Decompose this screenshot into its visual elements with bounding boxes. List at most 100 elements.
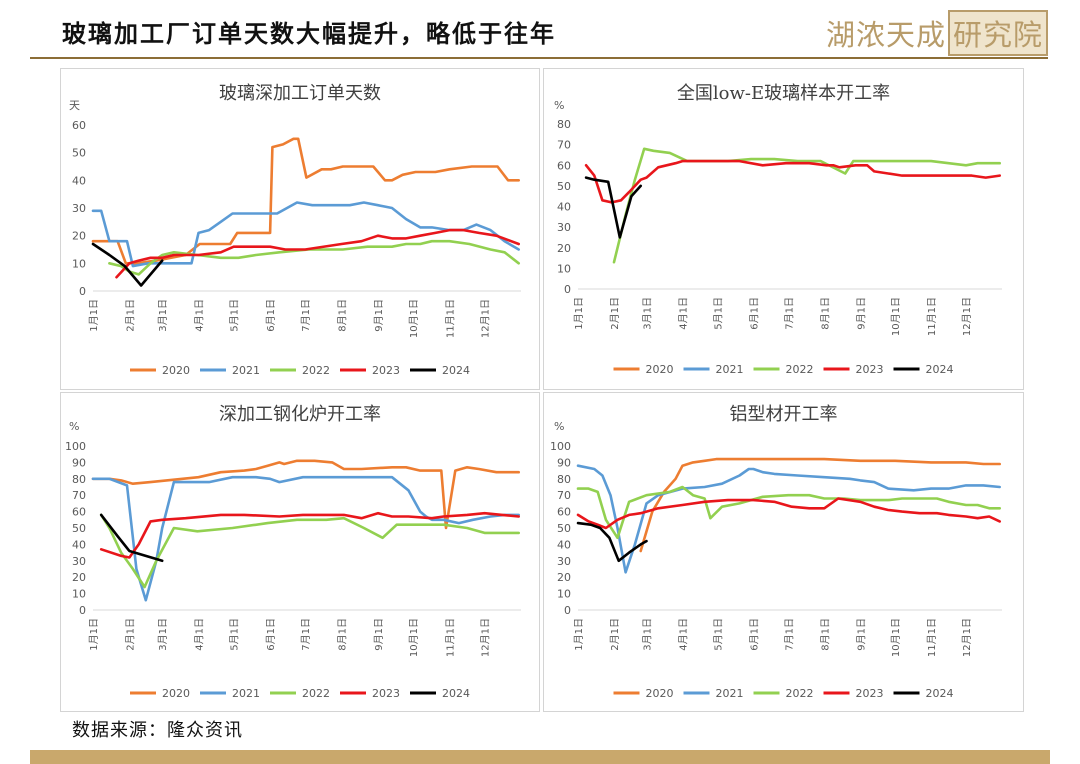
chart-aluminum-rate: 铝型材开工率% 0 10 20 30 40 50 60 70 80 90 100 1月1日 2月1日 3月1… [550, 404, 1002, 700]
x-tick-label: 5月1日 [712, 618, 724, 651]
y-tick-label: 10 [557, 262, 571, 275]
y-tick-label: 0 [564, 283, 571, 296]
x-tick-label: 11月1日 [926, 618, 938, 657]
x-tick-label: 3月1日 [157, 299, 169, 332]
legend-label-2022: 2022 [302, 364, 330, 377]
x-tick-label: 7月1日 [300, 299, 312, 332]
series-line-2022 [99, 513, 521, 589]
y-tick-label: 60 [557, 506, 571, 519]
y-tick-label: 50 [557, 522, 571, 535]
chart-title: 铝型材开工率 [730, 404, 838, 425]
y-tick-label: 20 [557, 242, 571, 255]
x-tick-label: 1月1日 [573, 297, 585, 330]
x-tick-label: 11月1日 [444, 299, 456, 338]
y-tick-label: 30 [72, 202, 86, 215]
series-line-2021 [576, 464, 1002, 574]
y-tick-label: 70 [72, 489, 86, 502]
data-source-note: 数据来源：隆众资讯 [72, 720, 243, 741]
page-title: 玻璃加工厂订单天数大幅提升，略低于往年 [62, 19, 556, 48]
chart-panel-aluminum-rate: 铝型材开工率% 0 10 20 30 40 50 60 70 80 90 100 1月1日 2月1日 3月1… [543, 392, 1024, 712]
y-tick-label: 70 [557, 489, 571, 502]
legend-label-2020: 2020 [646, 363, 674, 376]
y-tick-label: 90 [557, 456, 571, 469]
y-unit-label: % [554, 420, 564, 433]
series-line-2023 [584, 159, 1002, 204]
legend-label-2022: 2022 [786, 687, 814, 700]
y-unit-label: % [69, 420, 79, 433]
y-tick-label: 80 [557, 118, 571, 131]
x-tick-label: 4月1日 [194, 618, 206, 651]
x-tick-label: 1月1日 [88, 618, 100, 651]
y-tick-label: 30 [72, 555, 86, 568]
x-tick-label: 2月1日 [609, 297, 621, 330]
legend-label-2022: 2022 [302, 687, 330, 700]
legend-label-2020: 2020 [162, 687, 190, 700]
series-line-2024 [99, 513, 164, 563]
series-line-2023 [115, 228, 521, 279]
y-tick-label: 40 [72, 538, 86, 551]
legend-label-2023: 2023 [372, 687, 400, 700]
y-tick-label: 90 [72, 456, 86, 469]
y-tick-label: 50 [72, 147, 86, 160]
series-line-2024 [576, 521, 648, 563]
x-tick-label: 6月1日 [748, 297, 760, 330]
x-tick-label: 12月1日 [961, 618, 973, 657]
legend-label-2024: 2024 [442, 687, 470, 700]
x-tick-label: 12月1日 [480, 618, 492, 657]
logo-main-text: 湖浓天成 [826, 18, 947, 52]
chart-title: 深加工钢化炉开工率 [219, 404, 381, 425]
x-tick-label: 6月1日 [265, 299, 277, 332]
chart-lowe-rate: 全国low-E玻璃样本开工率% 0 10 20 30 40 50 60 70 80 1月1日 2月1日… [554, 83, 1002, 376]
y-tick-label: 100 [65, 440, 86, 453]
y-tick-label: 40 [557, 538, 571, 551]
x-tick-label: 8月1日 [337, 618, 349, 651]
chart-panel-tempering-rate: 深加工钢化炉开工率% 0 10 20 30 40 50 60 70 80 90 100 1月1日 2月1日… [60, 392, 540, 712]
legend-label-2020: 2020 [646, 687, 674, 700]
legend-label-2023: 2023 [372, 364, 400, 377]
y-unit-label: % [554, 99, 564, 112]
series-line-2024 [91, 242, 164, 287]
x-tick-label: 1月1日 [573, 618, 585, 651]
chart-tempering-rate: 深加工钢化炉开工率% 0 10 20 30 40 50 60 70 80 90 100 1月1日 2月1日… [65, 404, 521, 700]
legend-label-2021: 2021 [716, 363, 744, 376]
series-line-2022 [108, 239, 521, 276]
y-tick-label: 20 [557, 571, 571, 584]
y-tick-label: 60 [72, 506, 86, 519]
x-tick-label: 9月1日 [855, 618, 867, 651]
x-tick-label: 6月1日 [265, 618, 277, 651]
y-tick-label: 60 [72, 119, 86, 132]
brand-logo: 湖浓天成 研究院 [826, 10, 1049, 56]
x-tick-label: 4月1日 [678, 618, 690, 651]
x-tick-label: 2月1日 [124, 618, 136, 651]
x-tick-label: 8月1日 [337, 299, 349, 332]
series-line-2020 [91, 137, 521, 265]
legend-label-2021: 2021 [232, 364, 260, 377]
x-tick-label: 5月1日 [229, 299, 241, 332]
x-tick-label: 12月1日 [480, 299, 492, 338]
y-tick-label: 70 [557, 139, 571, 152]
chart-panel-order-days: 玻璃深加工订单天数天 0 10 20 30 40 50 60 1月1日 2月1日 3月1日 4月1日 5… [60, 68, 540, 390]
legend-label-2022: 2022 [786, 363, 814, 376]
series-line-2021 [91, 475, 521, 602]
legend-label-2024: 2024 [926, 687, 954, 700]
x-tick-label: 10月1日 [890, 297, 902, 336]
legend-label-2020: 2020 [162, 364, 190, 377]
x-tick-label: 3月1日 [157, 618, 169, 651]
x-tick-label: 12月1日 [961, 297, 973, 336]
legend-label-2023: 2023 [856, 363, 884, 376]
series-line-2020 [91, 459, 521, 530]
x-tick-label: 4月1日 [194, 299, 206, 332]
y-tick-label: 100 [550, 440, 571, 453]
chart-panel-lowe-rate: 全国low-E玻璃样本开工率% 0 10 20 30 40 50 60 70 80 1月1日 2月1日… [543, 68, 1024, 390]
legend-label-2021: 2021 [232, 687, 260, 700]
header-divider [30, 57, 1048, 59]
legend-label-2024: 2024 [926, 363, 954, 376]
x-tick-label: 7月1日 [300, 618, 312, 651]
series-line-2024 [584, 176, 642, 239]
y-tick-label: 50 [72, 522, 86, 535]
x-tick-label: 8月1日 [819, 618, 831, 651]
y-tick-label: 0 [79, 604, 86, 617]
x-tick-label: 1月1日 [88, 299, 100, 332]
series-line-2023 [576, 497, 1002, 530]
